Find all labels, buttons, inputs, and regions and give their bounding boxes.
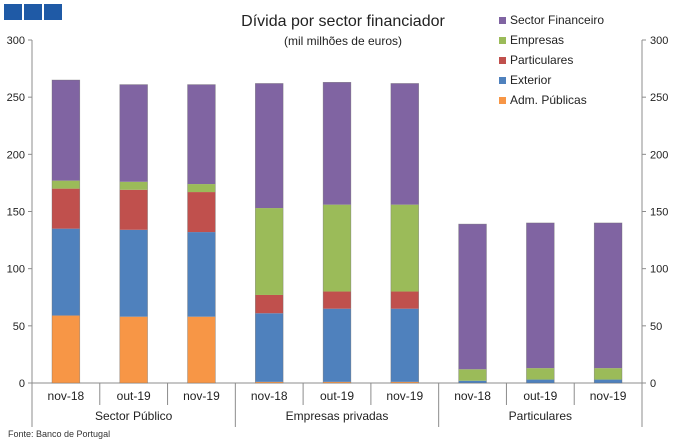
bar-segment [51, 228, 80, 316]
y-tick-label: 200 [7, 149, 25, 161]
bar-segment [390, 204, 419, 292]
bar-outline [51, 79, 81, 384]
legend: Sector Financeiro Empresas Particulares Ext… [499, 13, 604, 107]
bar-segment [594, 368, 623, 380]
y2-tick-label: 300 [650, 35, 668, 47]
bar-outline [390, 83, 419, 384]
legend-label: Particulares [510, 53, 573, 67]
bar-segment [458, 224, 487, 370]
y-tick-label: 300 [7, 35, 25, 47]
bar-segment [255, 381, 284, 383]
legend-swatch [499, 17, 506, 24]
bars [51, 79, 623, 384]
bar-segment [119, 181, 148, 190]
x-tick-label: nov-19 [183, 389, 220, 403]
bar-outline [593, 222, 623, 384]
y-tick-label: 50 [13, 321, 25, 333]
axes: 0 50 100 150 200 250 300 0 50 100 150 200 250 300 nov-… [7, 35, 668, 427]
chart-subtitle: (mil milhões de euros) [284, 34, 402, 48]
bar-segment [187, 192, 216, 233]
x-tick-label: nov-19 [386, 389, 423, 403]
y-tick-label: 250 [7, 92, 25, 104]
bar-segment [526, 222, 555, 369]
logo-square-3 [44, 4, 62, 20]
y2-tick-label: 50 [650, 321, 662, 333]
y2-tick-label: 100 [650, 264, 668, 276]
bar-segment [51, 80, 80, 181]
group-label: Empresas privadas [286, 409, 389, 423]
y-tick-label: 0 [19, 378, 25, 390]
bar-segment [458, 380, 487, 383]
bar-outline [187, 84, 216, 384]
bar-segment [594, 379, 623, 383]
bar-segment [323, 82, 351, 205]
bar-segment [323, 204, 351, 292]
x-tick-label: nov-18 [48, 389, 85, 403]
group-label: Sector Público [95, 409, 173, 423]
bar-segment [255, 294, 284, 314]
bar-segment [323, 308, 351, 382]
bar-segment [51, 180, 80, 189]
x-tick-label: nov-18 [454, 389, 491, 403]
bar-segment [526, 368, 555, 380]
bar-segment [390, 308, 419, 382]
bar-segment [594, 222, 623, 369]
bar-segment [187, 316, 216, 383]
x-tick-label: nov-19 [590, 389, 627, 403]
legend-label: Exterior [510, 73, 551, 87]
bar-segment [255, 313, 284, 382]
bar-segment [119, 84, 148, 182]
y2-tick-label: 150 [650, 207, 668, 219]
bar-outline [526, 222, 555, 384]
bar-segment [323, 381, 351, 383]
bar-segment [187, 184, 216, 193]
bar-segment [119, 229, 148, 317]
bar-outline [458, 223, 487, 384]
legend-swatch [499, 77, 506, 84]
x-tick-label: out-19 [523, 389, 557, 403]
bar-segment [390, 291, 419, 309]
bar-segment [51, 188, 80, 229]
legend-label: Empresas [510, 33, 564, 47]
x-tick-label: out-19 [117, 389, 151, 403]
bar-segment [526, 379, 555, 383]
bar-segment [255, 83, 284, 209]
bar-segment [187, 232, 216, 317]
x-tick-label: out-19 [320, 389, 354, 403]
chart-title: Dívida por sector financiador [241, 13, 445, 30]
bar-segment [119, 316, 148, 383]
source-note: Fonte: Banco de Portugal [8, 429, 111, 439]
y-tick-label: 100 [7, 264, 25, 276]
y-tick-label: 150 [7, 207, 25, 219]
logo-square-1 [4, 4, 22, 20]
bar-outline [322, 82, 352, 384]
bar-segment [390, 381, 419, 383]
y2-tick-label: 250 [650, 92, 668, 104]
legend-label: Sector Financeiro [510, 13, 604, 27]
bar-outline [119, 84, 148, 384]
bar-segment [458, 369, 487, 381]
legend-label: Adm. Públicas [510, 93, 587, 107]
bar-segment [119, 189, 148, 230]
legend-swatch [499, 57, 506, 64]
group-label: Particulares [509, 409, 572, 423]
bar-segment [323, 291, 351, 309]
logo-square-2 [24, 4, 42, 20]
bar-segment [51, 315, 80, 383]
y2-tick-label: 200 [650, 149, 668, 161]
bar-segment [390, 83, 419, 205]
bar-outline [255, 83, 284, 384]
bar-segment [187, 84, 216, 185]
bar-segment [255, 208, 284, 295]
x-tick-label: nov-18 [251, 389, 288, 403]
y2-tick-label: 0 [650, 378, 656, 390]
legend-swatch [499, 97, 506, 104]
legend-swatch [499, 37, 506, 44]
